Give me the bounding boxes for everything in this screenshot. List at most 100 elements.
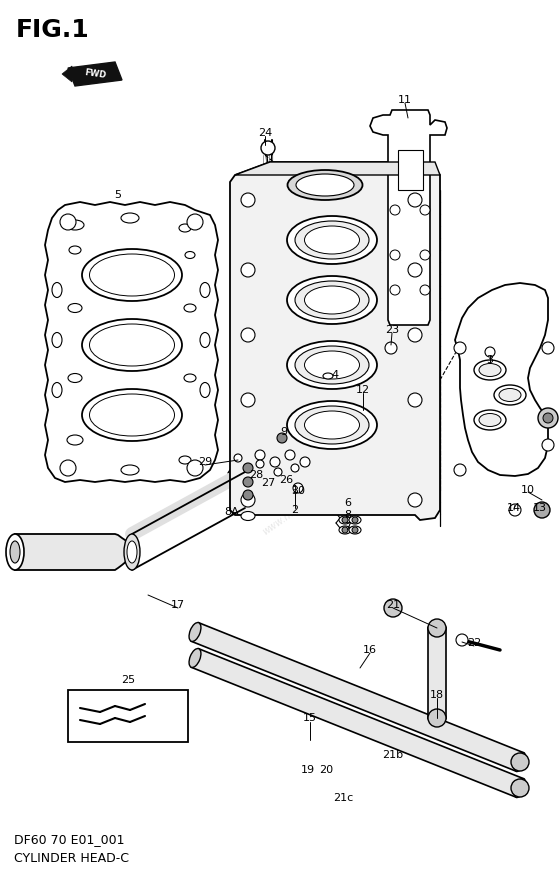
Ellipse shape	[179, 456, 191, 464]
Text: 18: 18	[430, 690, 444, 700]
Text: 25: 25	[121, 675, 135, 685]
Ellipse shape	[66, 220, 84, 230]
Text: 7: 7	[344, 522, 352, 532]
Text: 1: 1	[292, 485, 298, 495]
Text: 21c: 21c	[333, 793, 353, 803]
Ellipse shape	[67, 435, 83, 445]
Circle shape	[509, 504, 521, 516]
Text: 17: 17	[171, 600, 185, 610]
Bar	[68, 690, 188, 742]
Circle shape	[60, 460, 76, 476]
Circle shape	[408, 193, 422, 207]
Circle shape	[420, 250, 430, 260]
Text: 8A: 8A	[225, 507, 239, 517]
Circle shape	[543, 413, 553, 423]
Ellipse shape	[185, 251, 195, 258]
Text: 19: 19	[301, 765, 315, 775]
Circle shape	[456, 634, 468, 646]
Circle shape	[390, 285, 400, 295]
Ellipse shape	[69, 246, 81, 254]
Ellipse shape	[287, 341, 377, 389]
Ellipse shape	[127, 541, 137, 563]
Ellipse shape	[349, 516, 361, 524]
Ellipse shape	[287, 401, 377, 449]
Polygon shape	[45, 202, 218, 482]
Circle shape	[428, 709, 446, 727]
Ellipse shape	[474, 410, 506, 430]
Text: 27: 27	[261, 478, 275, 488]
Text: 5: 5	[114, 190, 122, 200]
Ellipse shape	[121, 213, 139, 223]
Ellipse shape	[305, 226, 360, 254]
Text: 4: 4	[332, 370, 339, 380]
Circle shape	[291, 464, 299, 472]
Ellipse shape	[90, 254, 175, 296]
Circle shape	[243, 477, 253, 487]
Ellipse shape	[52, 332, 62, 347]
Text: 21b: 21b	[382, 750, 404, 760]
Ellipse shape	[339, 526, 351, 534]
Circle shape	[454, 342, 466, 354]
Circle shape	[352, 517, 358, 523]
Circle shape	[390, 205, 400, 215]
Polygon shape	[370, 110, 447, 325]
Ellipse shape	[52, 383, 62, 398]
Circle shape	[241, 328, 255, 342]
Circle shape	[256, 460, 264, 468]
Text: 24: 24	[258, 128, 272, 138]
Circle shape	[60, 214, 76, 230]
Ellipse shape	[339, 516, 351, 524]
Ellipse shape	[514, 752, 526, 772]
Circle shape	[241, 393, 255, 407]
Polygon shape	[62, 66, 72, 82]
Circle shape	[384, 599, 402, 617]
Circle shape	[408, 493, 422, 507]
Ellipse shape	[68, 374, 82, 383]
Circle shape	[293, 483, 303, 493]
Text: 21: 21	[386, 600, 400, 610]
Circle shape	[342, 527, 348, 533]
Polygon shape	[230, 162, 440, 520]
Text: 14: 14	[507, 503, 521, 513]
Circle shape	[454, 464, 466, 476]
Text: 2: 2	[291, 505, 298, 515]
Ellipse shape	[295, 406, 369, 444]
Ellipse shape	[10, 541, 20, 563]
Ellipse shape	[305, 411, 360, 439]
Text: FWD: FWD	[83, 68, 106, 80]
Ellipse shape	[428, 623, 446, 633]
Ellipse shape	[200, 282, 210, 297]
Circle shape	[390, 250, 400, 260]
Ellipse shape	[52, 282, 62, 297]
Text: 29: 29	[198, 457, 212, 467]
Text: 15: 15	[303, 713, 317, 723]
Circle shape	[277, 433, 287, 443]
Ellipse shape	[287, 216, 377, 264]
Circle shape	[352, 527, 358, 533]
Text: DF60 70 E01_001: DF60 70 E01_001	[14, 834, 124, 846]
Text: 10: 10	[521, 485, 535, 495]
Circle shape	[542, 439, 554, 451]
Circle shape	[408, 393, 422, 407]
Circle shape	[187, 460, 203, 476]
Ellipse shape	[68, 304, 82, 313]
Circle shape	[261, 141, 275, 155]
Ellipse shape	[184, 304, 196, 312]
Ellipse shape	[479, 414, 501, 426]
Ellipse shape	[189, 648, 201, 668]
Ellipse shape	[82, 249, 182, 301]
Circle shape	[300, 457, 310, 467]
Bar	[398, 150, 423, 190]
Text: 11: 11	[398, 95, 412, 105]
Circle shape	[342, 517, 348, 523]
Circle shape	[511, 753, 529, 771]
Circle shape	[542, 342, 554, 354]
Text: 16: 16	[363, 645, 377, 655]
Circle shape	[234, 454, 242, 462]
Circle shape	[270, 457, 280, 467]
Circle shape	[274, 468, 282, 476]
Ellipse shape	[494, 385, 526, 405]
Circle shape	[538, 408, 558, 428]
Ellipse shape	[121, 465, 139, 475]
Ellipse shape	[90, 324, 175, 366]
